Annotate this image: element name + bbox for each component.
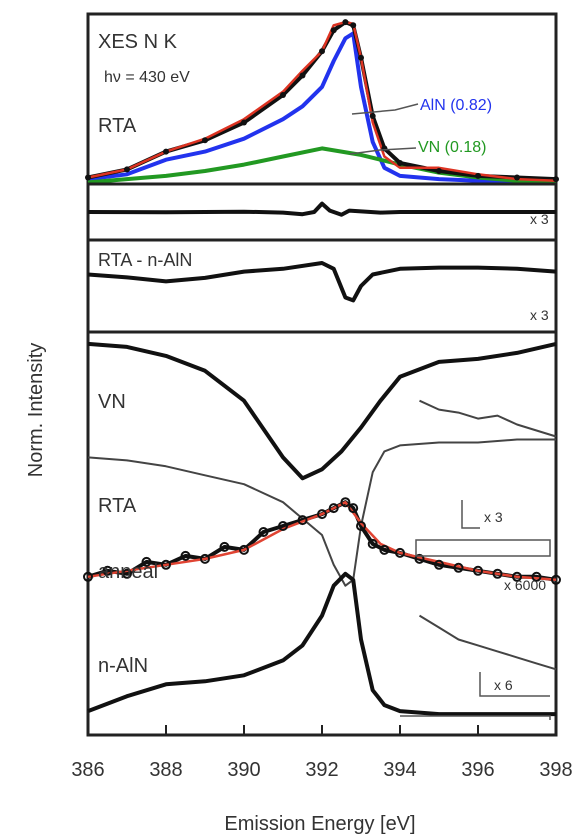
arrow-to-aln bbox=[351, 103, 419, 115]
series-line-diff-1-0 bbox=[87, 201, 556, 217]
data-point-top-4 bbox=[241, 119, 247, 126]
label-anneal: anneal bbox=[98, 561, 158, 583]
series-line-top-0 bbox=[87, 31, 556, 185]
data-point-anneal-13 bbox=[328, 503, 339, 514]
x-tick-label-5: 396 bbox=[461, 759, 494, 781]
x-tick-label-2: 390 bbox=[227, 759, 260, 781]
data-point-anneal-22 bbox=[453, 562, 464, 573]
series-line-bottom-4 bbox=[87, 500, 557, 582]
label-rta: RTA bbox=[98, 495, 137, 517]
scale-label-diff1: x 3 bbox=[530, 211, 549, 227]
annotation-x6: x 6 bbox=[494, 677, 513, 693]
data-point-top-15 bbox=[436, 168, 442, 174]
data-point-anneal-2 bbox=[122, 568, 132, 579]
data-point-anneal-4 bbox=[161, 559, 171, 570]
x-tick-label-6: 398 bbox=[539, 759, 572, 781]
x-tick-label-1: 388 bbox=[149, 759, 182, 781]
label-xes-n-k: XES N K bbox=[98, 31, 178, 53]
data-point-anneal-9 bbox=[258, 527, 269, 537]
middle-panel-labels: x 3 RTA - n-AlN x 3 bbox=[98, 211, 549, 323]
data-point-anneal-23 bbox=[473, 565, 483, 576]
panel-frame-bottom bbox=[86, 330, 558, 737]
label-excitation-energy: hν = 430 eV bbox=[104, 69, 190, 86]
data-point-anneal-16 bbox=[356, 521, 366, 531]
data-point-top-11 bbox=[358, 54, 364, 61]
data-point-anneal-11 bbox=[297, 515, 308, 526]
legend-vn: VN (0.18) bbox=[418, 139, 486, 156]
data-point-top-18 bbox=[553, 176, 559, 183]
data-point-anneal-3 bbox=[141, 556, 152, 567]
label-rta-minus-naln: RTA - n-AlN bbox=[98, 250, 192, 270]
data-point-anneal-0 bbox=[83, 571, 93, 582]
series-line-bottom-5 bbox=[87, 571, 556, 717]
data-point-anneal-1 bbox=[102, 565, 113, 576]
data-point-top-6 bbox=[299, 72, 306, 79]
data-point-anneal-7 bbox=[219, 541, 230, 552]
x-axis: 386 388 390 392 394 396 398 bbox=[71, 725, 573, 781]
label-n-aln: n-AlN bbox=[98, 655, 148, 677]
data-point-anneal-12 bbox=[317, 509, 327, 520]
top-panel-labels: XES N K hν = 430 eV RTA bbox=[98, 31, 190, 137]
series-line-diff-2-0 bbox=[87, 261, 557, 303]
x-tick-label-0: 386 bbox=[71, 759, 104, 781]
data-point-top-10 bbox=[350, 22, 357, 29]
x-tick-label-3: 392 bbox=[305, 759, 338, 781]
data-point-top-2 bbox=[163, 148, 169, 155]
data-point-anneal-5 bbox=[180, 550, 191, 561]
legend-aln: AlN (0.82) bbox=[420, 97, 492, 114]
label-rta-top: RTA bbox=[98, 115, 137, 137]
bracket-rta-x3 bbox=[461, 500, 480, 529]
y-axis-label: Norm. Intensity bbox=[25, 343, 47, 477]
data-point-top-8 bbox=[330, 27, 337, 34]
bottom-baseline-box bbox=[400, 715, 551, 720]
annotation-x3: x 3 bbox=[484, 509, 503, 525]
data-point-anneal-21 bbox=[434, 559, 444, 570]
data-point-anneal-27 bbox=[551, 574, 561, 585]
annotation-x6000: x 6000 bbox=[504, 577, 546, 593]
scale-label-diff2: x 3 bbox=[530, 307, 549, 323]
series-line-bottom-0 bbox=[87, 341, 557, 481]
data-point-anneal-18 bbox=[379, 544, 390, 555]
data-point-anneal-10 bbox=[278, 521, 288, 531]
data-point-top-9 bbox=[342, 19, 349, 26]
panels-layer bbox=[83, 12, 561, 737]
bottom-panel-labels: VN RTA anneal n-AlN x 3 x 6000 x 6 bbox=[98, 391, 546, 693]
series-line-bottom-6 bbox=[418, 614, 557, 671]
data-point-anneal-17 bbox=[367, 538, 378, 549]
data-point-anneal-6 bbox=[200, 553, 210, 564]
top-panel-legend: AlN (0.82) VN (0.18) bbox=[418, 97, 492, 156]
data-point-top-3 bbox=[202, 137, 208, 144]
data-point-anneal-24 bbox=[492, 568, 503, 579]
box-anneal-x6000 bbox=[415, 539, 551, 557]
label-vn: VN bbox=[98, 391, 126, 413]
series-line-bottom-1 bbox=[87, 438, 556, 587]
data-point-top-7 bbox=[319, 48, 325, 55]
series-line-bottom-2 bbox=[419, 399, 557, 438]
data-point-top-14 bbox=[397, 160, 403, 166]
data-point-top-16 bbox=[475, 172, 481, 179]
data-point-anneal-14 bbox=[340, 497, 351, 508]
annotation-marks bbox=[349, 103, 551, 720]
data-point-anneal-8 bbox=[239, 544, 249, 555]
data-point-anneal-15 bbox=[348, 503, 359, 514]
data-point-top-17 bbox=[514, 174, 520, 181]
x-axis-label: Emission Energy [eV] bbox=[224, 813, 415, 835]
data-point-top-12 bbox=[369, 113, 376, 119]
data-point-top-5 bbox=[280, 92, 286, 98]
arrow-to-vn bbox=[349, 147, 417, 155]
x-tick-label-4: 394 bbox=[383, 759, 416, 781]
bracket-naln-x6 bbox=[479, 672, 550, 697]
data-point-anneal-26 bbox=[531, 571, 542, 582]
data-point-anneal-25 bbox=[512, 571, 522, 582]
data-point-anneal-19 bbox=[395, 547, 405, 558]
data-point-top-0 bbox=[85, 174, 91, 181]
data-point-top-1 bbox=[124, 166, 130, 173]
data-point-anneal-20 bbox=[414, 553, 425, 564]
